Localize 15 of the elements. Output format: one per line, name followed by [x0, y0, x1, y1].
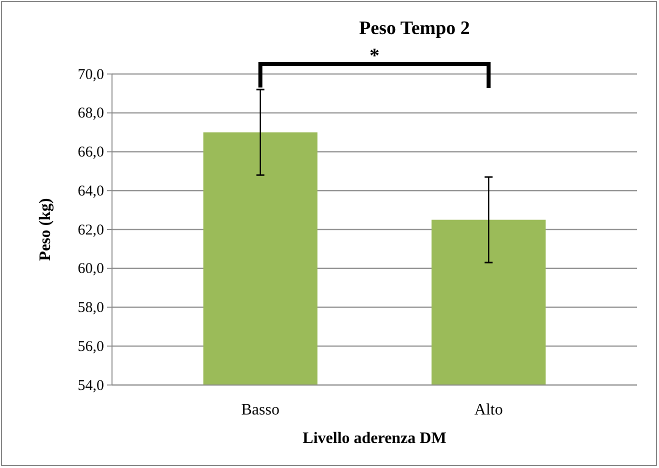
- y-tick-label: 62,0: [78, 222, 104, 238]
- y-tick-label: 54,0: [78, 378, 104, 394]
- x-tick-label: Basso: [241, 401, 280, 418]
- y-tick-label: 64,0: [78, 183, 104, 200]
- x-axis-title: Livello aderenza DM: [302, 430, 446, 447]
- y-tick-label: 60,0: [78, 261, 104, 278]
- y-tick-label: 56,0: [78, 338, 104, 355]
- x-tick-label: Alto: [474, 401, 503, 418]
- y-axis-title: Peso (kg): [37, 198, 54, 261]
- y-tick-label: 70,0: [78, 66, 104, 83]
- y-tick-label: 66,0: [78, 144, 104, 161]
- chart-title: Peso Tempo 2: [359, 18, 470, 39]
- text: *: [370, 45, 380, 67]
- y-tick-label: 68,0: [78, 106, 104, 122]
- y-tick-label: 58,0: [78, 300, 104, 316]
